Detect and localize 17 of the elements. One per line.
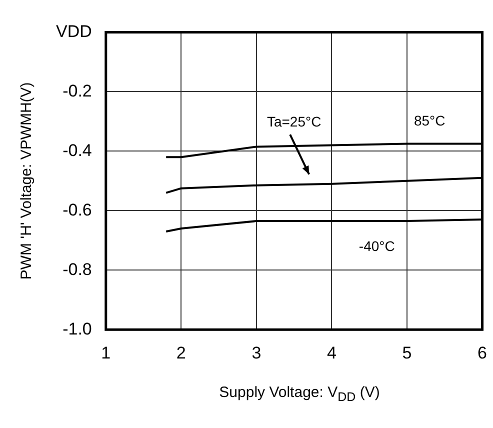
y-tick-label: -0.4 (62, 140, 92, 160)
series-label: -40°C (358, 238, 395, 254)
x-tick-label: 2 (176, 343, 186, 362)
text: Ta=25°C (266, 113, 322, 130)
y-tick-label: -0.2 (62, 81, 92, 100)
x-tick-label: 5 (402, 343, 412, 362)
x-tick-label: 3 (252, 343, 262, 362)
y-axis-title: PWM 'H' Voltage: VPWMH(V) (18, 82, 36, 280)
series-label: 85°C (414, 112, 446, 129)
y-tick-label: -0.8 (62, 260, 92, 279)
x-tick-label: 1 (101, 343, 111, 362)
x-tick-label: 4 (326, 343, 336, 362)
y-tick-label: -0.6 (62, 200, 92, 220)
x-tick-label: 6 (478, 343, 488, 362)
y-tick-label: -1.0 (62, 319, 92, 338)
x-axis-title: Supply Voltage: V$_{DD}$ (V) (218, 384, 381, 404)
y-tick-label: VDD (56, 22, 92, 41)
